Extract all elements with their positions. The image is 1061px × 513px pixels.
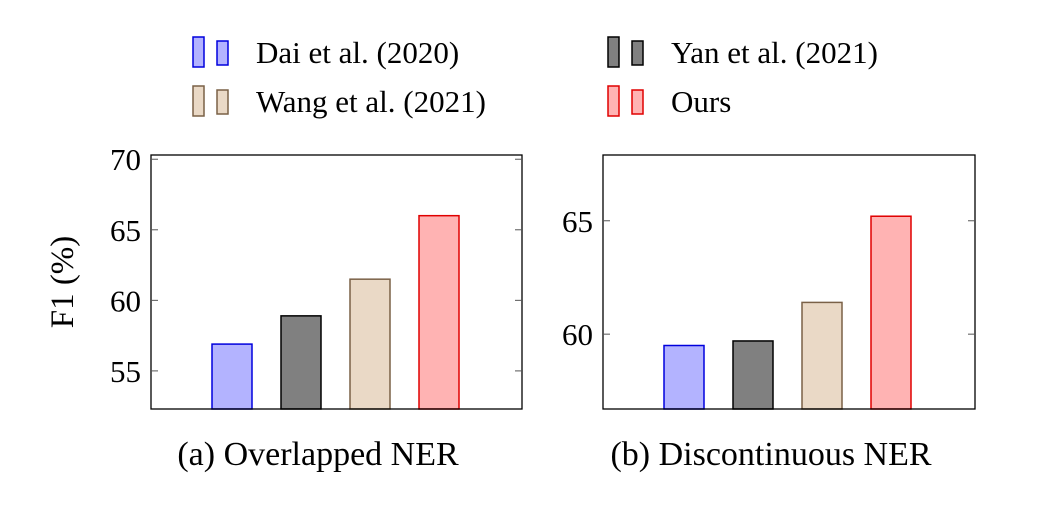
- legend-label: Dai et al. (2020): [256, 35, 459, 70]
- legend-entry: Ours: [607, 84, 731, 119]
- bar-1: [211, 343, 253, 410]
- y-tick-label: 55: [110, 354, 141, 389]
- panel-caption: (b) Discontinuous NER: [610, 436, 931, 473]
- legend-swatch: [192, 36, 205, 68]
- legend: Dai et al. (2020) Yan et al. (2021) Wang e…: [192, 35, 878, 119]
- legend-swatch: [192, 85, 205, 117]
- panel-caption: (a) Overlapped NER: [177, 436, 459, 473]
- legend-label: Ours: [671, 84, 731, 119]
- legend-swatch: [607, 85, 620, 117]
- legend-entry: Wang et al. (2021): [192, 84, 486, 119]
- legend-label: Yan et al. (2021): [671, 35, 878, 70]
- axis-frame: [150, 154, 523, 410]
- legend-swatch: [631, 40, 644, 66]
- legend-swatch: [216, 89, 229, 115]
- bar-3: [801, 301, 843, 410]
- y-tick-label: 60: [110, 283, 141, 318]
- bar-2: [732, 340, 774, 410]
- legend-label: Wang et al. (2021): [256, 84, 486, 119]
- legend-swatch: [607, 36, 620, 68]
- y-tick-label: 60: [562, 317, 593, 352]
- chart-panel-discontinuous: 60 65 (b) Discontinuous NER: [562, 154, 976, 473]
- legend-entry: Yan et al. (2021): [607, 35, 878, 70]
- bar-4: [870, 215, 912, 410]
- bar-3: [349, 278, 391, 410]
- axis-frame: [602, 154, 976, 410]
- chart-panel-overlapped: 55 60 65 70 F1 (%) (a) Overlapped NER: [45, 142, 523, 473]
- y-tick-label: 65: [562, 204, 593, 239]
- y-tick-label: 65: [110, 213, 141, 248]
- y-axis-label: F1 (%): [45, 236, 81, 329]
- legend-swatch: [631, 89, 644, 115]
- y-tick-label: 70: [110, 142, 141, 177]
- legend-swatch: [216, 40, 229, 66]
- bar-2: [280, 315, 322, 410]
- bar-1: [663, 344, 705, 410]
- legend-entry: Dai et al. (2020): [192, 35, 459, 70]
- bar-4: [418, 214, 460, 410]
